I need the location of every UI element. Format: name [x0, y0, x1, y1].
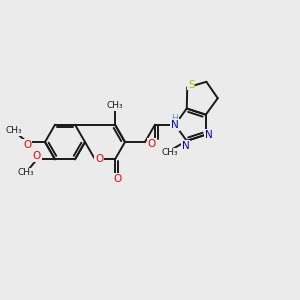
Text: CH₃: CH₃ [162, 148, 178, 158]
Text: H: H [172, 114, 178, 123]
Text: O: O [23, 140, 31, 150]
Text: CH₃: CH₃ [5, 126, 22, 135]
Text: O: O [33, 151, 41, 161]
Text: O: O [113, 174, 121, 184]
Text: O: O [148, 139, 156, 149]
Text: CH₃: CH₃ [107, 101, 123, 110]
Text: CH₃: CH₃ [17, 168, 34, 177]
Text: N: N [182, 141, 190, 151]
Text: O: O [95, 154, 103, 164]
Text: N: N [205, 130, 213, 140]
Text: N: N [171, 120, 179, 130]
Text: S: S [188, 80, 194, 89]
